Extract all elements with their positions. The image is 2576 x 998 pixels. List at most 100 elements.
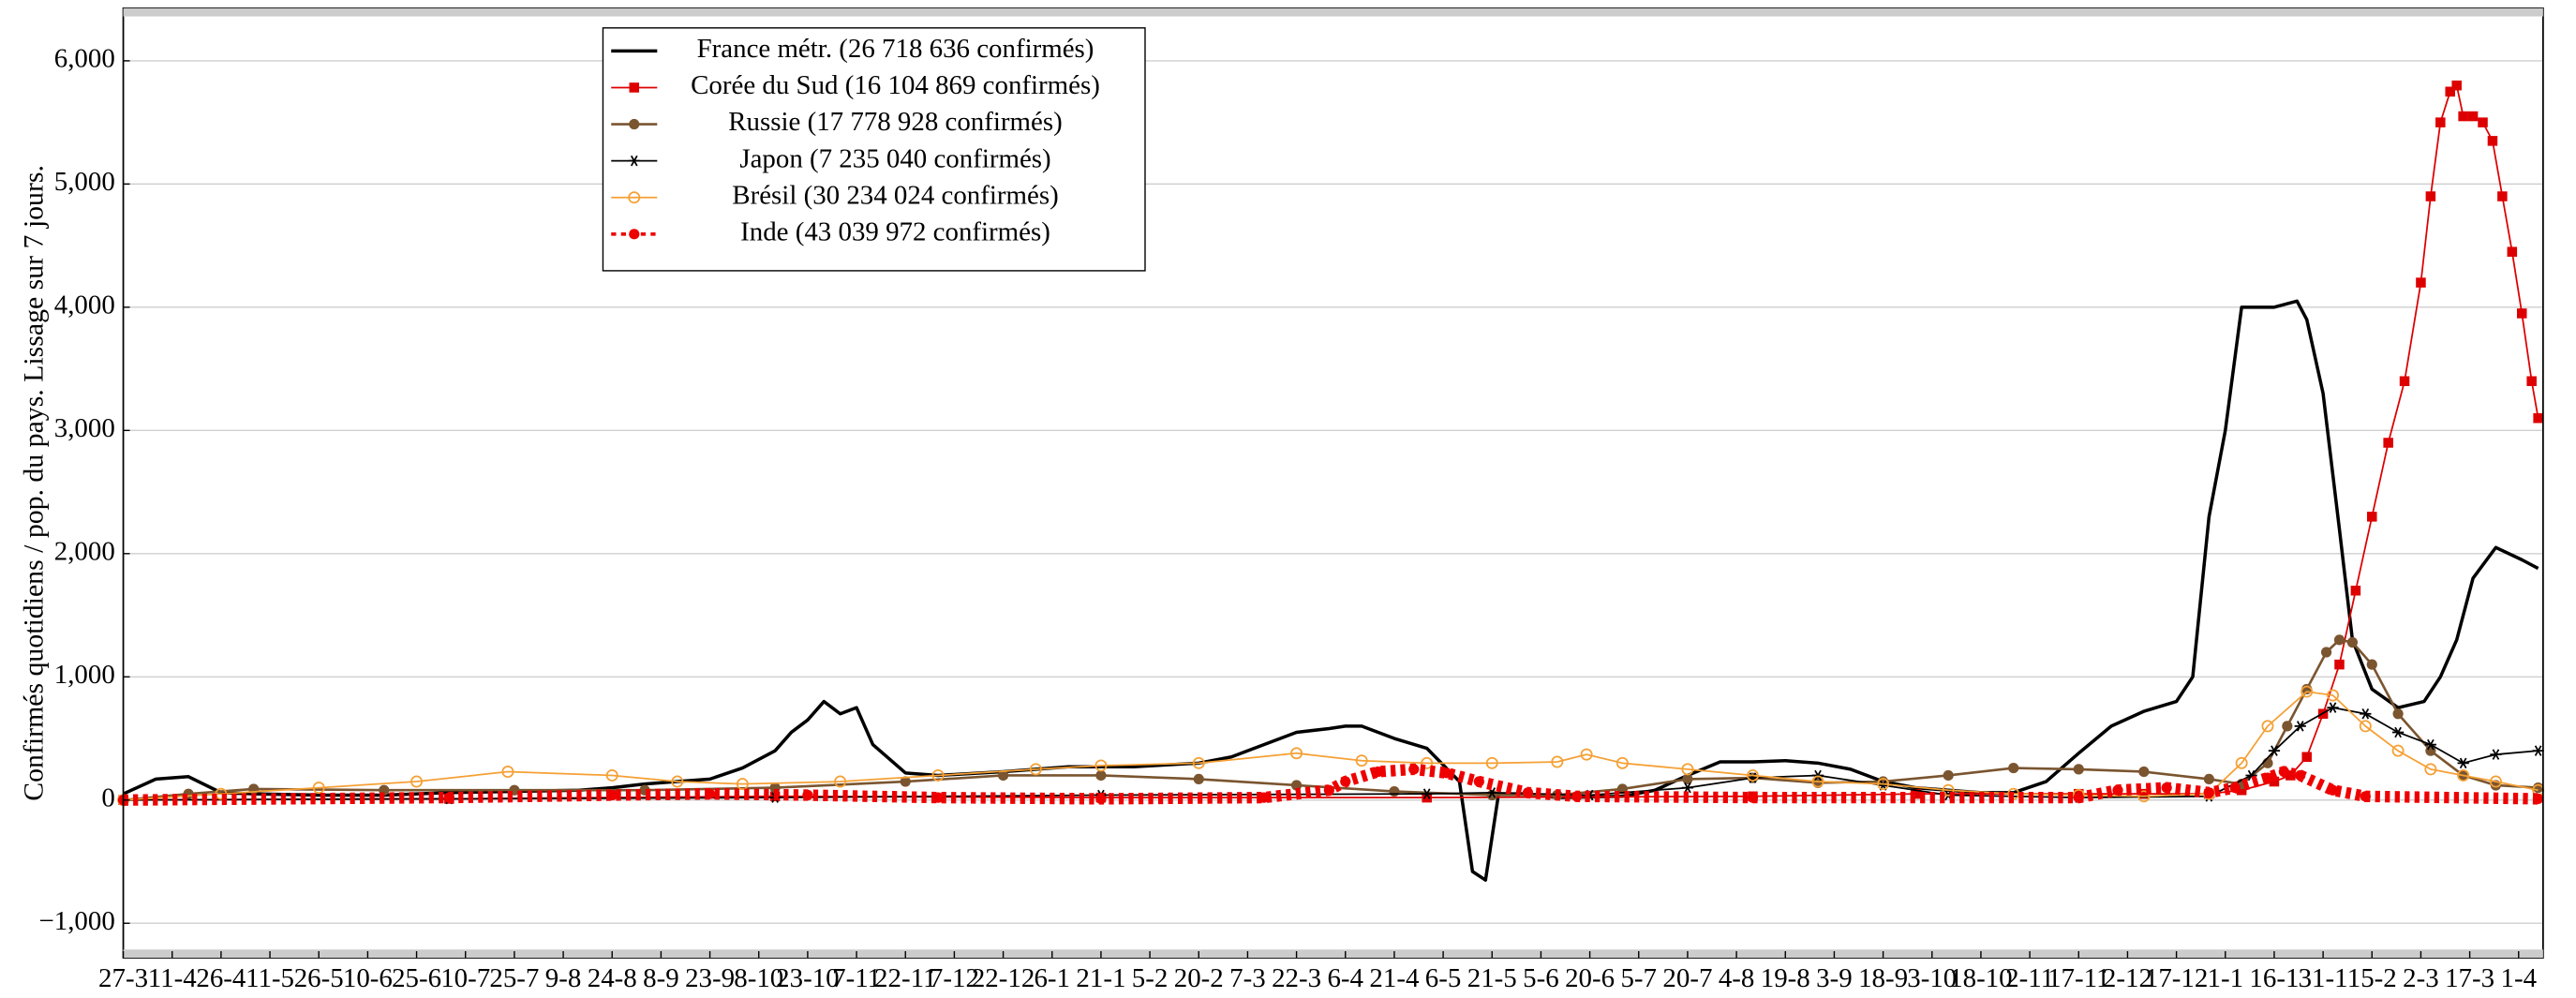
marker xyxy=(2320,647,2332,658)
marker xyxy=(2008,762,2019,774)
frame-band-top xyxy=(123,7,2543,17)
marker xyxy=(1943,769,1954,782)
marker xyxy=(443,792,454,803)
marker xyxy=(1340,776,1351,787)
x-tick-label: 21-4 xyxy=(1369,963,1419,993)
marker xyxy=(1029,763,1042,776)
marker xyxy=(2359,720,2372,733)
marker xyxy=(2327,784,2339,796)
marker xyxy=(2269,776,2280,787)
x-tick-label: 17-12 xyxy=(2145,963,2208,993)
y-tick-label: 5,000 xyxy=(54,167,115,197)
marker xyxy=(2383,438,2393,448)
marker xyxy=(1616,756,1629,769)
marker xyxy=(2282,721,2293,732)
marker xyxy=(1747,792,1759,803)
marker xyxy=(2073,764,2084,775)
x-tick-label: 11-5 xyxy=(246,963,294,993)
marker xyxy=(2533,412,2543,424)
x-tick-label: 7-3 xyxy=(1229,963,1266,993)
legend-label: Brésil (30 234 024 confirmés) xyxy=(732,180,1058,210)
marker xyxy=(2487,136,2498,146)
marker xyxy=(312,782,325,795)
x-tick-label: 7-11 xyxy=(832,963,881,993)
x-tick-label: 24-8 xyxy=(588,963,637,993)
legend-marker xyxy=(628,191,641,204)
marker xyxy=(1408,764,1420,775)
legend-label: Russie (17 778 928 confirmés) xyxy=(728,107,1062,137)
marker xyxy=(1551,755,1564,768)
x-tick-label: 6-1 xyxy=(1034,963,1070,993)
marker xyxy=(2416,277,2426,288)
marker xyxy=(1942,783,1955,797)
marker xyxy=(834,775,847,788)
y-axis-label: Confirmés quotidiens / pop. du pays. Lis… xyxy=(18,165,49,801)
x-tick-label: 5-7 xyxy=(1620,963,1657,993)
marker xyxy=(1355,754,1368,767)
marker xyxy=(1485,756,1498,769)
marker xyxy=(1290,747,1303,760)
x-tick-label: 8-10 xyxy=(734,963,783,993)
x-tick-label: 6-4 xyxy=(1327,963,1363,993)
x-tick-label: 10-6 xyxy=(343,963,393,993)
x-tick-label: 17-11 xyxy=(2047,963,2109,993)
marker xyxy=(1682,773,1693,785)
marker xyxy=(736,778,749,791)
x-tick-label: 10-7 xyxy=(440,963,490,993)
x-tick-label: 20-7 xyxy=(1662,963,1712,993)
marker xyxy=(2532,745,2544,756)
x-tick-label: 11-4 xyxy=(148,963,197,993)
x-tick-label: 25-6 xyxy=(392,963,441,993)
marker xyxy=(2366,659,2377,670)
marker xyxy=(1473,776,1484,787)
legend-marker xyxy=(629,82,640,93)
marker xyxy=(1911,788,1921,799)
marker xyxy=(1323,784,1334,796)
marker xyxy=(900,776,911,787)
marker xyxy=(2367,512,2377,522)
x-tick-label: 21-5 xyxy=(1467,963,1517,993)
marker xyxy=(606,789,618,801)
marker xyxy=(1877,778,1890,791)
marker xyxy=(2327,702,2339,713)
x-tick-label: 2-11 xyxy=(2005,963,2054,993)
x-tick-label: 19-8 xyxy=(1761,963,1810,993)
plot-area xyxy=(117,80,2545,882)
marker xyxy=(671,775,684,788)
marker xyxy=(2391,726,2405,738)
marker xyxy=(2350,585,2361,596)
marker xyxy=(2391,744,2405,757)
legend-label: Corée du Sud (16 104 869 confirmés) xyxy=(691,70,1100,100)
marker xyxy=(2278,766,2289,778)
marker xyxy=(2236,784,2247,796)
legend-marker xyxy=(629,118,640,130)
marker xyxy=(2533,782,2544,794)
marker xyxy=(605,768,618,782)
x-tick-label: 4-8 xyxy=(1719,963,1755,993)
marker xyxy=(2507,246,2518,257)
marker xyxy=(1681,782,1694,794)
y-tick-label: −1,000 xyxy=(38,906,114,936)
marker xyxy=(931,768,945,782)
y-tick-label: 0 xyxy=(101,782,114,812)
marker xyxy=(2235,756,2248,769)
marker xyxy=(2392,708,2404,720)
marker xyxy=(2161,782,2172,794)
marker xyxy=(410,775,424,788)
x-tick-label: 7-12 xyxy=(930,963,979,993)
legend-label: France métr. (26 718 636 confirmés) xyxy=(697,34,1094,64)
marker xyxy=(1258,792,1270,803)
x-tick-label: 17-3 xyxy=(2445,963,2494,993)
marker xyxy=(2490,749,2502,760)
marker xyxy=(2467,111,2479,122)
marker xyxy=(1421,788,1433,799)
y-tick-label: 4,000 xyxy=(54,290,115,320)
y-tick-label: 6,000 xyxy=(54,44,115,74)
x-tick-label: 26-5 xyxy=(294,963,344,993)
marker xyxy=(1095,769,1107,782)
x-tick-label: 3-9 xyxy=(1816,963,1853,993)
grid xyxy=(123,60,2543,924)
marker xyxy=(1094,759,1108,772)
marker xyxy=(802,789,813,801)
